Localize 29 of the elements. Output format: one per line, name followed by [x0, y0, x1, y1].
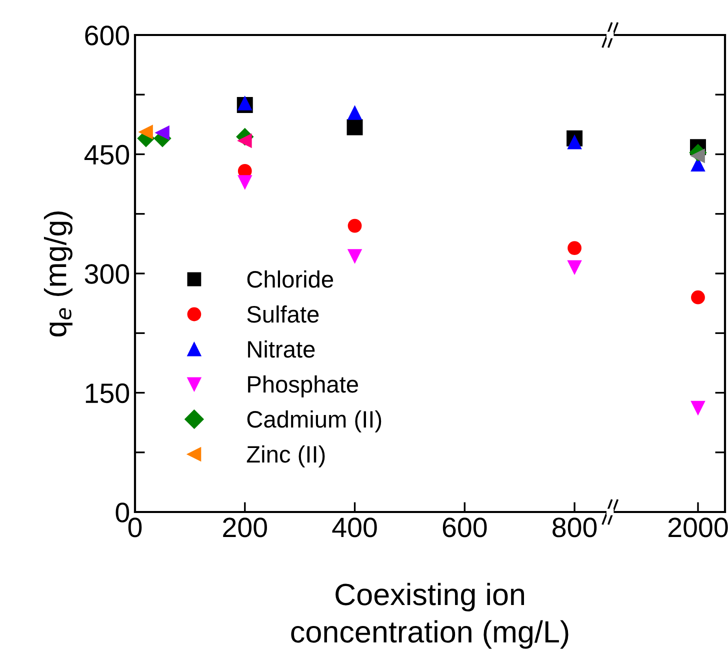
y-tick-label: 150 [86, 383, 130, 404]
point [156, 126, 170, 140]
y-axis-title: q$_{e}$ (mg/g) [44, 212, 72, 336]
point [348, 249, 362, 263]
x-tick-label: 800 [552, 518, 597, 538]
legend-label: Nitrate [248, 340, 315, 358]
y-tick-label: 600 [85, 26, 130, 46]
x-tick-label: 400 [332, 518, 377, 538]
point [568, 135, 582, 150]
x-tick-label: 0 [128, 518, 142, 538]
x-tick-label: 200 [223, 518, 267, 538]
legend-label: Cadmium (II) [247, 410, 382, 432]
point [348, 106, 362, 120]
y-tick-label: 300 [84, 264, 130, 284]
y-tick-label: 0 [116, 502, 130, 522]
point [348, 218, 362, 233]
point [346, 119, 363, 136]
x-axis-title: Coexisting ion concentration (mg/L) [291, 582, 568, 649]
legend-label: Phosphate [248, 375, 358, 398]
x-tick-label: 600 [442, 518, 487, 538]
legend-label: Chloride [247, 270, 334, 288]
point [568, 241, 582, 256]
y-tick-label: 450 [84, 144, 130, 165]
point [139, 125, 153, 139]
legend-label: Sulfate [247, 305, 319, 323]
point [568, 260, 582, 274]
x-tick-label: 2000 [668, 518, 728, 538]
point [238, 175, 252, 190]
legend-label: Zinc (II) [246, 445, 325, 468]
